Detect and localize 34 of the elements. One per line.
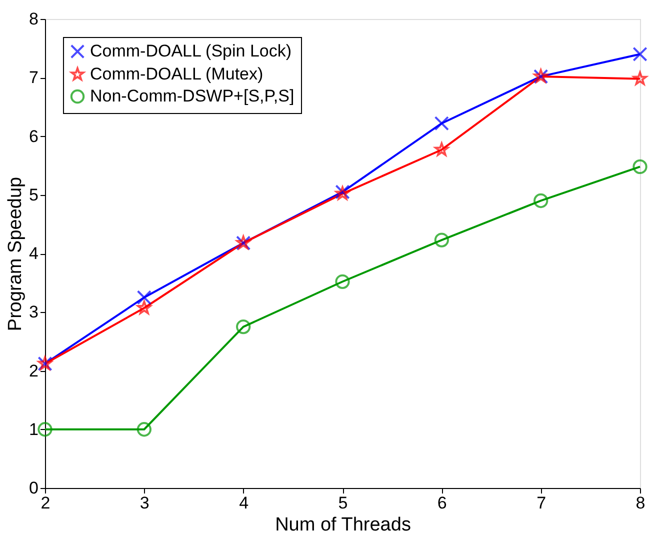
point [236, 319, 251, 334]
point [534, 193, 548, 208]
y-tick-label: 6 [29, 126, 38, 146]
x-tick-label: 2 [40, 494, 50, 512]
point [137, 300, 152, 314]
point [38, 422, 52, 437]
y-tick-label: 5 [29, 185, 38, 204]
y-tick-label: 1 [29, 420, 38, 439]
legend-label: Comm-DOALL (Spin Lock) [90, 42, 292, 60]
point [434, 232, 449, 248]
x-tick-label: 6 [437, 494, 447, 512]
point [136, 422, 152, 437]
x-tick-label: 7 [536, 494, 546, 512]
point [632, 159, 648, 174]
y-axis-title: Program Speedup [5, 176, 26, 332]
point [136, 290, 152, 305]
point [632, 71, 648, 85]
y-tick-label: 0 [29, 478, 38, 498]
legend-label: Comm-DOALL (Mutex) [90, 64, 264, 84]
x-tick-label: 4 [239, 494, 249, 512]
x-tick-label: 3 [140, 494, 150, 512]
point [632, 46, 648, 62]
point [434, 116, 449, 131]
point [335, 274, 350, 289]
x-tick-label: 5 [338, 494, 348, 512]
y-tick-label: 4 [29, 244, 38, 263]
y-tick-label: 3 [29, 302, 38, 322]
y-tick-label: 8 [29, 10, 38, 28]
point [434, 142, 449, 156]
y-tick-label: 2 [29, 361, 38, 380]
x-axis-title: Num of Threads [275, 514, 411, 536]
legend-label: Non-Comm-DSWP+[S,P,S] [90, 86, 294, 106]
x-tick-label: 8 [636, 494, 646, 512]
y-tick-label: 7 [29, 68, 38, 88]
